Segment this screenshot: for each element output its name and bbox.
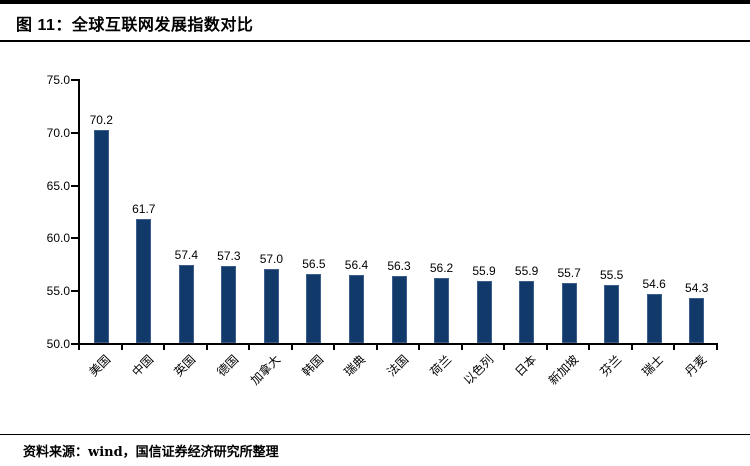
bar — [646, 294, 662, 343]
x-axis — [78, 343, 718, 345]
x-category-label: 新加坡 — [545, 352, 582, 388]
x-tick — [673, 345, 676, 350]
x-category-label: 丹麦 — [682, 352, 709, 380]
bar — [348, 275, 364, 343]
x-category-label: 日本 — [511, 352, 539, 380]
title-divider-rule — [0, 40, 750, 42]
x-category-label: 韩国 — [299, 352, 327, 380]
bar — [306, 274, 322, 343]
y-tick-label: 55.0 — [46, 284, 70, 299]
bar-value-label: 70.2 — [89, 112, 113, 127]
bar — [434, 277, 450, 343]
y-tick-label: 75.0 — [46, 73, 70, 87]
bar-value-label: 56.3 — [387, 259, 411, 274]
footer-divider-rule — [0, 434, 750, 435]
bar — [689, 297, 705, 343]
bar-value-label: 55.9 — [514, 263, 539, 278]
bar-value-label: 56.4 — [344, 258, 369, 273]
x-tick — [290, 345, 293, 350]
y-tick — [71, 79, 78, 81]
bar-value-label: 55.5 — [599, 267, 624, 282]
bar — [178, 264, 194, 343]
x-tick — [205, 345, 208, 350]
x-category-label: 芬兰 — [596, 352, 624, 380]
bar — [391, 276, 407, 343]
x-tick — [333, 345, 336, 350]
source-note: 资料来源：wind，国信证券经济研究所整理 — [23, 445, 279, 460]
y-tick — [71, 290, 78, 293]
bar-value-label: 56.2 — [429, 260, 454, 275]
x-category-label: 中国 — [129, 352, 157, 380]
bar-value-label: 55.7 — [557, 265, 581, 280]
y-tick-label: 65.0 — [46, 178, 70, 193]
bar-value-label: 54.3 — [685, 280, 709, 295]
x-category-label: 美国 — [86, 352, 114, 380]
x-category-label: 法国 — [384, 352, 412, 380]
x-category-label: 瑞士 — [639, 352, 667, 380]
x-tick — [163, 345, 166, 350]
x-tick — [418, 345, 421, 350]
x-tick — [630, 345, 633, 350]
x-category-label: 英国 — [171, 352, 199, 380]
x-category-label: 以色列 — [460, 352, 497, 388]
y-tick — [71, 184, 78, 187]
bar-value-label: 61.7 — [132, 202, 156, 217]
x-tick — [503, 345, 506, 350]
bar — [136, 219, 152, 343]
bar-value-label: 55.9 — [472, 263, 496, 278]
y-tick — [71, 343, 78, 345]
x-tick — [78, 345, 80, 350]
x-category-label: 荷兰 — [426, 352, 454, 380]
bar — [93, 129, 109, 343]
y-tick-label: 50.0 — [46, 337, 70, 351]
bar-value-label: 56.5 — [302, 257, 326, 272]
y-tick — [71, 131, 78, 134]
x-category-label: 瑞典 — [341, 352, 369, 380]
x-tick — [588, 345, 591, 350]
x-tick — [120, 345, 123, 350]
x-tick — [248, 345, 251, 350]
x-category-label: 加拿大 — [248, 352, 284, 388]
bar — [221, 265, 237, 343]
bar — [263, 269, 279, 343]
x-tick — [545, 345, 548, 350]
header-top-rule — [0, 0, 750, 4]
y-tick — [71, 237, 78, 240]
bar — [519, 280, 535, 343]
bar-value-label: 57.4 — [174, 247, 198, 262]
x-tick — [375, 345, 378, 350]
bar-value-label: 54.6 — [642, 277, 666, 292]
x-tick — [460, 345, 463, 350]
bar-value-label: 57.3 — [217, 248, 241, 263]
x-category-label: 德国 — [214, 352, 242, 380]
bar — [561, 282, 577, 343]
bar — [476, 280, 492, 343]
y-tick-label: 70.0 — [46, 125, 70, 140]
y-tick-label: 60.0 — [46, 231, 70, 246]
x-tick — [716, 345, 718, 350]
figure-title: 图 11：全球互联网发展指数对比 — [16, 17, 254, 34]
y-axis — [78, 79, 80, 345]
bar-value-label: 57.0 — [259, 252, 284, 267]
bar — [604, 284, 620, 343]
